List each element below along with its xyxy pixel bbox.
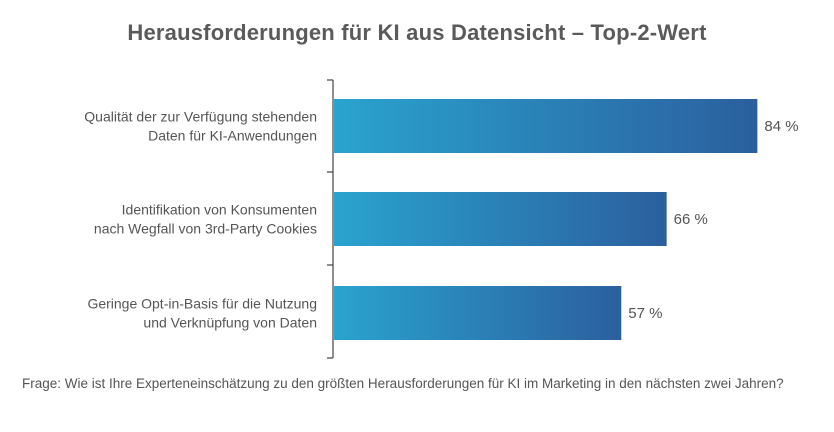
bar <box>334 192 667 246</box>
bar <box>334 286 622 340</box>
category-label: nach Wegfall von 3rd-Party Cookies <box>94 221 317 237</box>
bar-chart: 84 % Qualität der zur Verfügung stehenden… <box>84 79 799 359</box>
survey-question-footnote: Frage: Wie ist Ihre Experteneinschätzung… <box>22 376 784 391</box>
bar-value-label: 84 % <box>764 118 798 135</box>
chart-title: Herausforderungen für KI aus Datensicht … <box>127 20 707 45</box>
category-label: Geringe Opt-in-Basis für die Nutzung <box>87 296 317 312</box>
category-label: Identifikation von Konsumenten <box>122 202 317 218</box>
category-label: Daten für KI-Anwendungen <box>148 128 317 144</box>
bar-value-label: 66 % <box>674 211 708 228</box>
bar-value-label: 57 % <box>628 305 662 322</box>
category-label: Qualität der zur Verfügung stehenden <box>84 109 317 125</box>
bar <box>334 99 758 153</box>
category-label: und Verknüpfung von Daten <box>143 315 317 331</box>
